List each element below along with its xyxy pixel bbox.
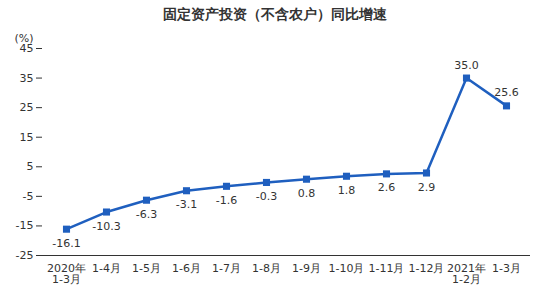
svg-text:45: 45 — [19, 42, 34, 55]
svg-text:5: 5 — [27, 160, 34, 173]
svg-text:-5: -5 — [23, 190, 34, 203]
svg-text:25.6: 25.6 — [494, 86, 519, 99]
svg-text:(%): (%) — [15, 32, 34, 45]
svg-text:15: 15 — [20, 131, 34, 144]
html-text:固定资产投资（不含农户）同比增速: 固定资产投资（不含农户）同比增速 — [163, 6, 387, 22]
svg-text:2021年1-2月: 2021年1-2月 — [447, 262, 486, 286]
svg-text:1-11月: 1-11月 — [369, 262, 405, 275]
svg-text:-6.3: -6.3 — [136, 208, 157, 221]
svg-text:2020年1-3月: 2020年1-3月 — [47, 262, 86, 286]
svg-text:25: 25 — [20, 101, 34, 114]
svg-text:-15: -15 — [16, 219, 34, 232]
svg-text:35: 35 — [20, 72, 34, 85]
svg-text:-16.1: -16.1 — [52, 237, 80, 250]
svg-text:-1.6: -1.6 — [216, 194, 237, 207]
svg-text:1.8: 1.8 — [338, 184, 356, 197]
svg-text:1-10月: 1-10月 — [329, 262, 365, 275]
svg-text:-3.1: -3.1 — [176, 198, 197, 211]
svg-text:1-12月: 1-12月 — [409, 262, 445, 275]
svg-text:-0.3: -0.3 — [256, 190, 277, 203]
svg-text:1-8月: 1-8月 — [252, 262, 281, 275]
svg-text:1-7月: 1-7月 — [212, 262, 241, 275]
svg-text:2.6: 2.6 — [378, 181, 396, 194]
svg-text:0.8: 0.8 — [298, 187, 316, 200]
svg-text:1-3月: 1-3月 — [492, 262, 521, 275]
svg-text:-25: -25 — [16, 249, 34, 262]
svg-text:1-9月: 1-9月 — [292, 262, 321, 275]
svg-text:2.9: 2.9 — [418, 181, 436, 194]
svg-text:1-4月: 1-4月 — [92, 262, 121, 275]
svg-text:1-5月: 1-5月 — [132, 262, 161, 275]
svg-text:-10.3: -10.3 — [92, 220, 120, 233]
svg-text:35.0: 35.0 — [454, 59, 479, 72]
svg-text:1-6月: 1-6月 — [172, 262, 201, 275]
